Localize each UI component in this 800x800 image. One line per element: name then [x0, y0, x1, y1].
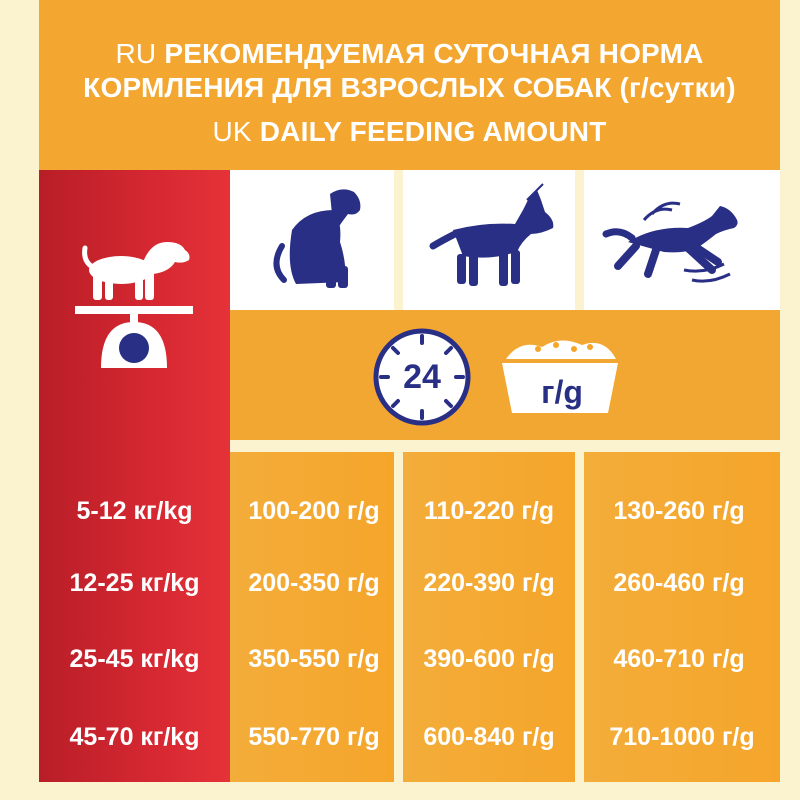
title-uk-line: UK DAILY FEEDING AMOUNT — [39, 116, 780, 148]
weight-label: 45-70 кг/kg — [69, 723, 200, 751]
dog-on-scale-icon — [75, 242, 193, 368]
amount-medium: 220-390 г/g — [423, 569, 555, 597]
amount-low: 100-200 г/g — [248, 497, 380, 525]
title-ru-line2: КОРМЛЕНИЯ ДЛЯ ВЗРОСЛЫХ СОБАК (г/сутки) — [83, 72, 736, 103]
weight-label: 12-25 кг/kg — [69, 569, 200, 597]
food-bowl-icon — [502, 340, 618, 413]
low-activity-column — [230, 452, 394, 782]
running-dog-icon — [602, 201, 738, 283]
amount-high: 130-260 г/g — [613, 497, 745, 525]
sitting-dog-icon — [273, 189, 361, 288]
scale-platform — [75, 306, 193, 314]
title-ru-line1: RU РЕКОМЕНДУЕМАЯ СУТОЧНАЯ НОРМА — [39, 38, 780, 70]
amount-medium: 600-840 г/g — [423, 723, 555, 751]
amount-medium: 110-220 г/g — [424, 497, 554, 525]
bowl-label: г/g — [541, 374, 583, 410]
high-activity-column — [584, 452, 780, 782]
medium-activity-column — [403, 452, 575, 782]
amount-low: 350-550 г/g — [248, 645, 380, 673]
amount-high: 260-460 г/g — [613, 569, 745, 597]
amount-high: 710-1000 г/g — [609, 723, 755, 751]
standing-dog-icon — [429, 183, 554, 286]
clock-icon — [373, 328, 471, 426]
amount-medium: 390-600 г/g — [423, 645, 555, 673]
weight-label: 25-45 кг/kg — [69, 645, 200, 673]
amount-low: 550-770 г/g — [248, 723, 380, 751]
lang-ru: RU — [115, 38, 157, 69]
title-ru-text1: РЕКОМЕНДУЕМАЯ СУТОЧНАЯ НОРМА — [164, 38, 704, 69]
amount-high: 460-710 г/g — [613, 645, 745, 673]
title-uk-text: DAILY FEEDING AMOUNT — [259, 116, 607, 147]
header-banner: RU РЕКОМЕНДУЕМАЯ СУТОЧНАЯ НОРМА КОРМЛЕНИ… — [39, 0, 780, 170]
clock-label: 24 — [403, 358, 441, 396]
amount-low: 200-350 г/g — [248, 569, 380, 597]
lang-uk: UK — [212, 116, 252, 147]
weight-label: 5-12 кг/kg — [76, 497, 193, 525]
